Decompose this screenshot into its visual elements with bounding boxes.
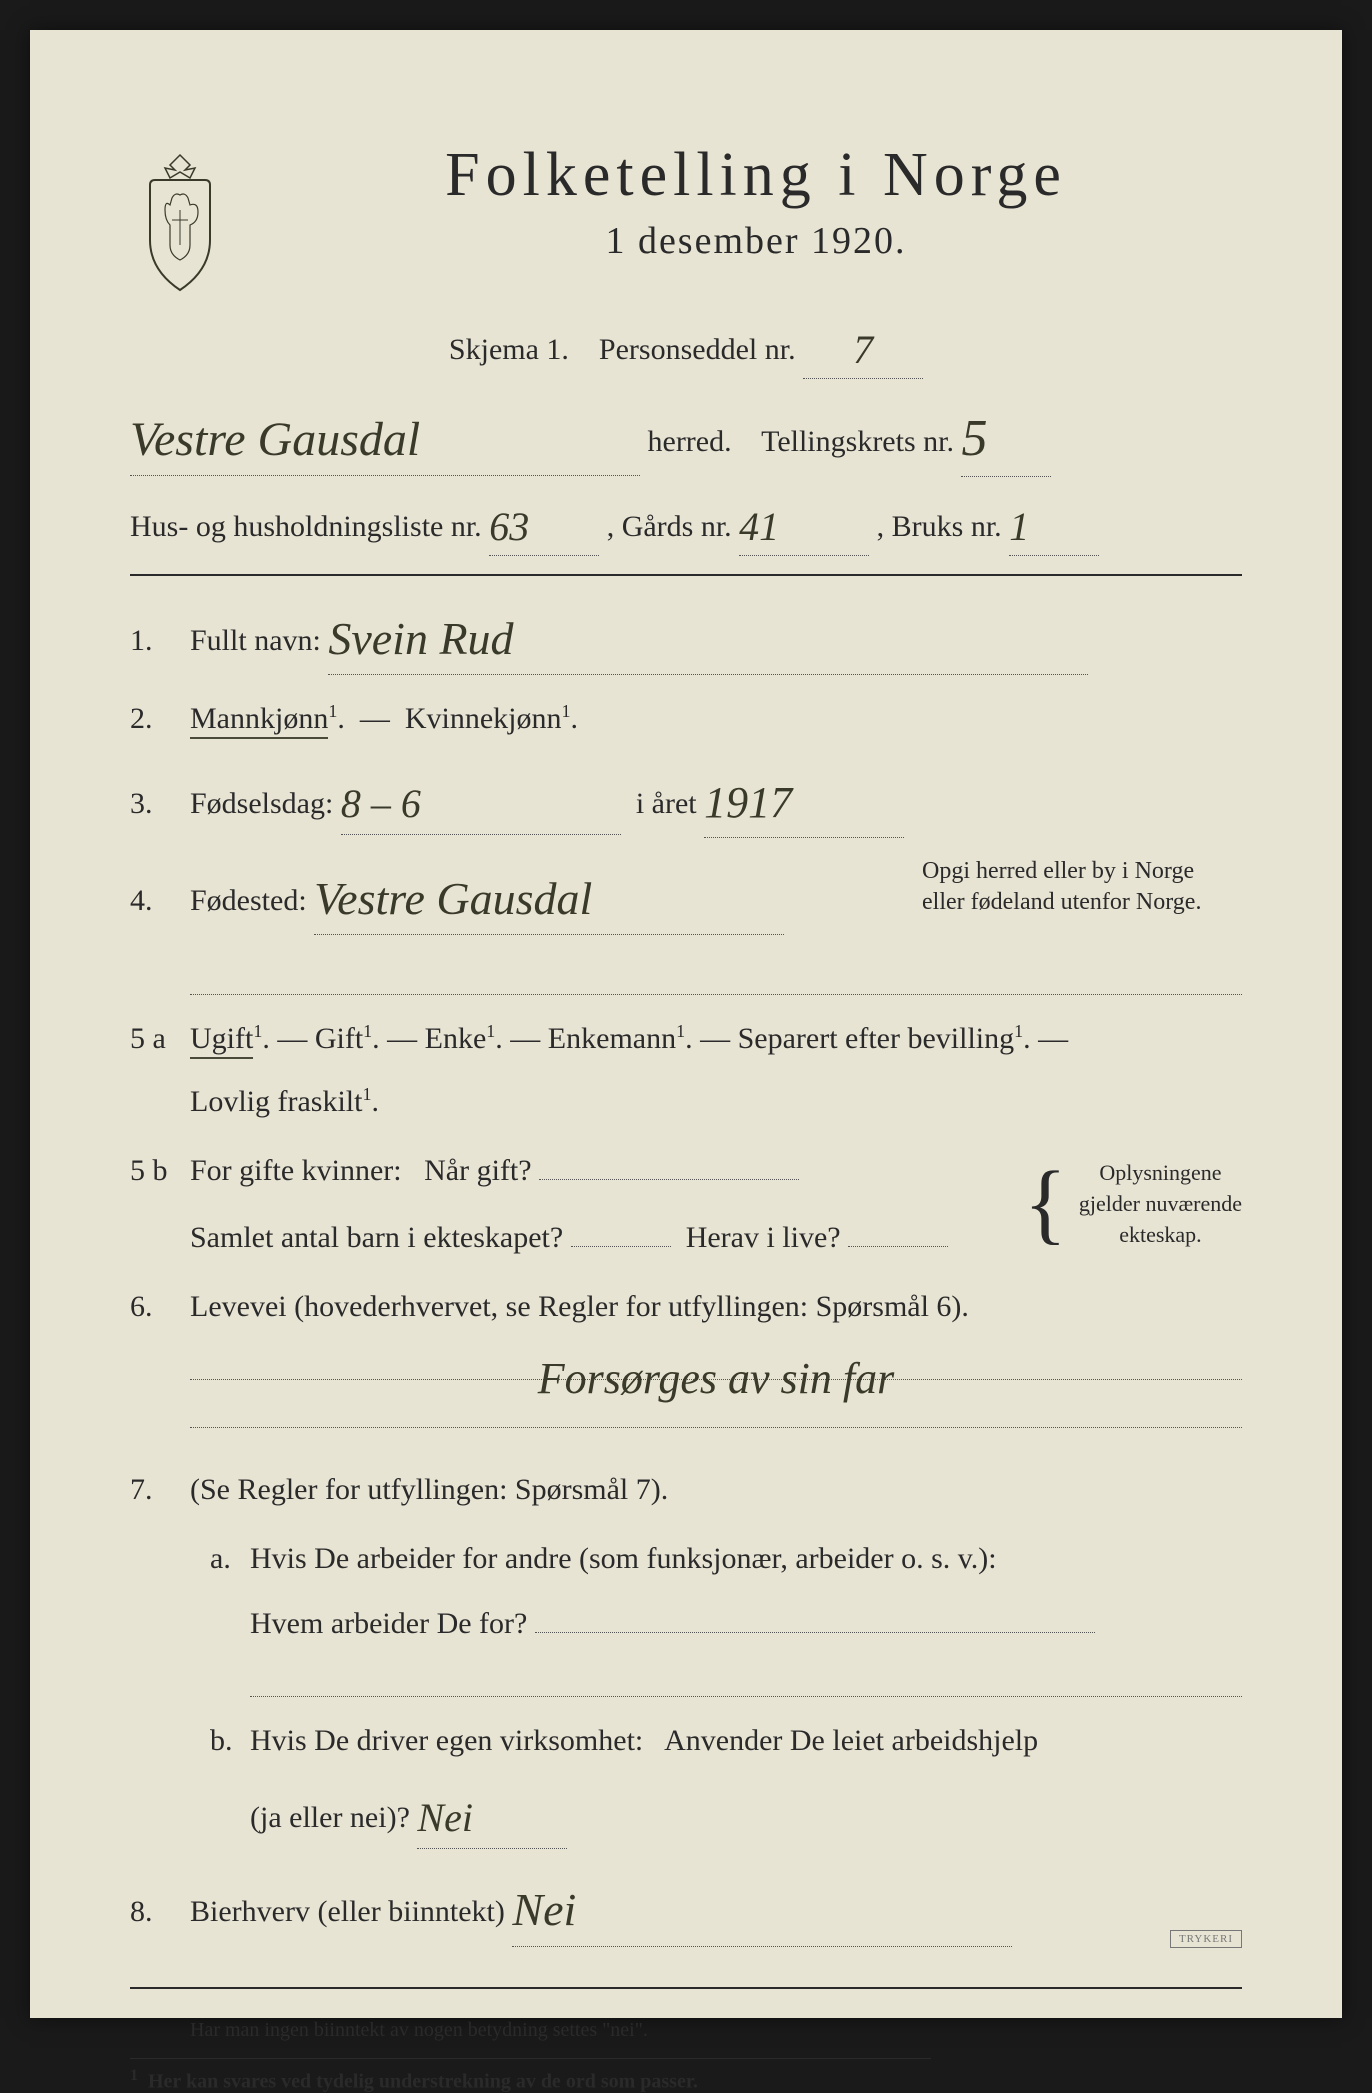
q7a: a. Hvis De arbeider for andre (som funks… xyxy=(130,1533,1242,1697)
q5b-l1a: For gifte kvinner: xyxy=(190,1154,402,1187)
q5a-fraskilt: Lovlig fraskilt xyxy=(190,1085,362,1118)
q5a-enke: Enke xyxy=(425,1022,487,1055)
bruks-nr: 1 xyxy=(1009,495,1029,559)
q2-kvinne: Kvinnekjønn xyxy=(405,702,562,735)
q3-day: 8 – 6 xyxy=(341,770,421,838)
q7-num: 7. xyxy=(130,1464,190,1515)
q5b-l2a: Samlet antal barn i ekteskapet? xyxy=(190,1221,563,1254)
herred-line: Vestre Gausdal herred. Tellingskrets nr.… xyxy=(130,393,1242,477)
gards-label: , Gårds nr. xyxy=(607,510,732,543)
skjema-label: Skjema 1. xyxy=(449,333,569,366)
footnote-text: Her kan svares ved tydelig understreknin… xyxy=(148,2070,698,2092)
q4-num: 4. xyxy=(130,875,190,926)
q7a-num: a. xyxy=(190,1533,250,1584)
divider xyxy=(130,574,1242,576)
q7a-l2: Hvem arbeider De for? xyxy=(250,1607,527,1640)
census-form-page: Folketelling i Norge 1 desember 1920. Sk… xyxy=(30,30,1342,2018)
q7b-l2: (ja eller nei)? xyxy=(250,1801,410,1834)
q6: 6. Levevei (hovederhvervet, se Regler fo… xyxy=(130,1281,1242,1428)
q1-num: 1. xyxy=(130,615,190,666)
q4-label: Fødested: xyxy=(190,884,307,917)
q8-value: Nei xyxy=(512,1871,576,1949)
printer-stamp: TRYKERI xyxy=(1170,1930,1242,1948)
tellingskrets-label: Tellingskrets nr. xyxy=(761,425,954,458)
q4-hint: Opgi herred eller by i Norge eller fødel… xyxy=(922,856,1242,918)
herred-value: Vestre Gausdal xyxy=(130,402,420,479)
tellingskrets-nr: 5 xyxy=(961,397,987,480)
q6-num: 6. xyxy=(130,1281,190,1332)
q3-label: Fødselsdag: xyxy=(190,787,333,820)
bruks-label: , Bruks nr. xyxy=(877,510,1002,543)
q1-value: Svein Rud xyxy=(328,600,513,678)
personseddel-label: Personseddel nr. xyxy=(599,333,796,366)
q5b-num: 5 b xyxy=(130,1145,190,1196)
q4: 4. Fødested: Vestre Gausdal Opgi herred … xyxy=(130,856,1242,995)
hushold-line: Hus- og husholdningsliste nr. 63 , Gårds… xyxy=(130,491,1242,556)
q7b-value: Nei xyxy=(417,1784,473,1852)
q2-num: 2. xyxy=(130,693,190,744)
q7a-l1: Hvis De arbeider for andre (som funksjon… xyxy=(250,1542,997,1575)
skjema-line: Skjema 1. Personseddel nr. 7 xyxy=(130,314,1242,379)
q6-label: Levevei (hovederhvervet, se Regler for u… xyxy=(190,1290,969,1323)
q4-hint1: Opgi herred eller by i Norge xyxy=(922,856,1242,887)
q5a-ugift: Ugift xyxy=(190,1022,253,1059)
q5b-s3: ekteskap. xyxy=(1079,1220,1242,1251)
q7b-num: b. xyxy=(190,1715,250,1766)
q7b-l1a: Hvis De driver egen virksomhet: xyxy=(250,1724,643,1757)
q1: 1. Fullt navn: Svein Rud xyxy=(130,596,1242,675)
q8-num: 8. xyxy=(130,1886,190,1937)
q8-label: Bierhverv (eller biinntekt) xyxy=(190,1895,505,1928)
q6-value: Forsørges av sin far xyxy=(538,1342,895,1417)
divider xyxy=(130,1987,1242,1989)
q1-label: Fullt navn: xyxy=(190,624,321,657)
q5b-l2b: Herav i live? xyxy=(686,1221,841,1254)
q5a-num: 5 a xyxy=(130,1013,190,1064)
q4-hint2: eller fødeland utenfor Norge. xyxy=(922,887,1242,918)
q3-num: 3. xyxy=(130,778,190,829)
page-title: Folketelling i Norge xyxy=(270,140,1242,211)
q3-year-label: i året xyxy=(636,787,697,820)
q2: 2. Mannkjønn1. — Kvinnekjønn1. xyxy=(130,693,1242,744)
gards-nr: 41 xyxy=(739,495,779,559)
q8: 8. Bierhverv (eller biinntekt) Nei xyxy=(130,1867,1242,1946)
q5b: 5 b For gifte kvinner: Når gift? Samlet … xyxy=(130,1145,1242,1263)
q5a-enkemann: Enkemann xyxy=(548,1022,676,1055)
personseddel-nr: 7 xyxy=(853,318,873,382)
q5a-separert: Separert efter bevilling xyxy=(738,1022,1015,1055)
questions: 1. Fullt navn: Svein Rud 2. Mannkjønn1. … xyxy=(130,596,1242,1946)
q7: 7. (Se Regler for utfyllingen: Spørsmål … xyxy=(130,1464,1242,1515)
hushold-nr: 63 xyxy=(489,495,529,559)
q5b-l1b: Når gift? xyxy=(424,1154,531,1187)
q5b-s2: gjelder nuværende xyxy=(1079,1189,1242,1220)
q7b-l1b: Anvender De leiet arbeidshjelp xyxy=(664,1724,1038,1757)
herred-label: herred. xyxy=(648,425,732,458)
hushold-label: Hus- og husholdningsliste nr. xyxy=(130,510,482,543)
q7-label: (Se Regler for utfyllingen: Spørsmål 7). xyxy=(190,1473,668,1506)
q5a: 5 a Ugift1. — Gift1. — Enke1. — Enkemann… xyxy=(130,1013,1242,1127)
q2-mann: Mannkjønn xyxy=(190,702,328,739)
q5a-gift: Gift xyxy=(315,1022,363,1055)
q4-value: Vestre Gausdal xyxy=(314,860,592,938)
q3: 3. Fødselsdag: 8 – 6 i året 1917 xyxy=(130,762,1242,838)
q3-year: 1917 xyxy=(704,766,792,841)
bottom-note: Har man ingen biinntekt av nogen betydni… xyxy=(130,2019,1242,2042)
footnote: 1Her kan svares ved tydelig understrekni… xyxy=(130,2058,931,2093)
brace-icon: { xyxy=(1024,1168,1067,1240)
page-subtitle: 1 desember 1920. xyxy=(270,219,1242,263)
header: Folketelling i Norge 1 desember 1920. xyxy=(130,140,1242,300)
coat-of-arms-icon xyxy=(130,150,230,300)
q5b-sidenote: Oplysningene gjelder nuværende ekteskap. xyxy=(1079,1158,1242,1250)
q5b-s1: Oplysningene xyxy=(1079,1158,1242,1189)
q7b: b. Hvis De driver egen virksomhet: Anven… xyxy=(130,1715,1242,1849)
title-block: Folketelling i Norge 1 desember 1920. xyxy=(270,140,1242,263)
